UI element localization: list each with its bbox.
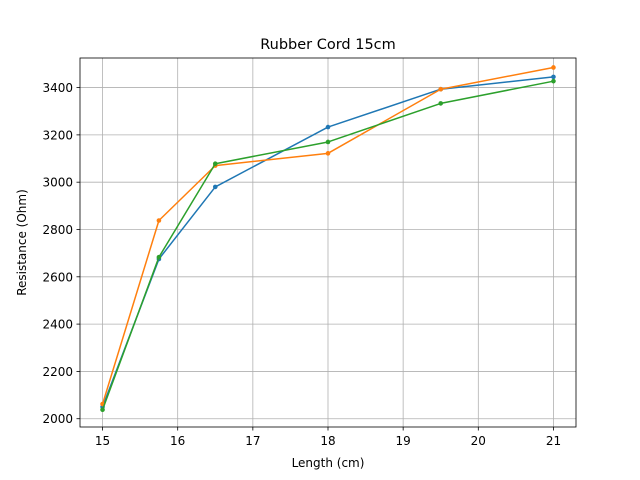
- series-3-point: [438, 101, 444, 106]
- series-3-point: [156, 254, 162, 260]
- series-1-point: [551, 74, 556, 80]
- x-tick-label: 19: [396, 434, 411, 448]
- series-2-point: [156, 218, 162, 223]
- series-1-point: [212, 184, 218, 190]
- series-3-point: [551, 78, 556, 84]
- x-tick-label: 15: [95, 434, 110, 448]
- x-tick-label: 21: [546, 434, 561, 448]
- series-3-point: [100, 407, 105, 413]
- series-1-point: [325, 124, 331, 130]
- chart-title: Rubber Cord 15cm: [260, 37, 396, 53]
- series-3-point: [212, 161, 218, 167]
- series-2-point: [551, 65, 556, 70]
- axis-ticks: 15 16 17 18 19 20 21 2000 2200 2400 2600 2800 3000 32…: [42, 81, 561, 448]
- series-2-point: [325, 151, 331, 156]
- y-tick-label: 2000: [42, 412, 73, 426]
- x-tick-label: 17: [245, 434, 260, 448]
- series-2-point: [438, 86, 444, 92]
- x-tick-label: 20: [471, 434, 486, 448]
- y-tick-label: 2600: [42, 270, 73, 284]
- plot-series: [100, 65, 556, 413]
- y-tick-label: 2200: [42, 365, 73, 379]
- x-tick-label: 16: [170, 434, 185, 448]
- series-line-2: [101, 66, 554, 405]
- y-tick-label: 3200: [42, 128, 73, 142]
- y-tick-label: 2800: [42, 223, 73, 237]
- y-tick-label: 3000: [42, 176, 73, 190]
- y-tick-label: 2400: [42, 318, 73, 332]
- x-axis-label: Length (cm): [292, 456, 365, 470]
- grid-lines: [80, 58, 576, 427]
- y-tick-label: 3400: [42, 81, 73, 95]
- x-tick-label: 18: [320, 434, 335, 448]
- y-axis-label: Resistance (Ohm): [15, 189, 29, 296]
- series-3-point: [325, 139, 331, 145]
- series-line-3: [101, 80, 554, 410]
